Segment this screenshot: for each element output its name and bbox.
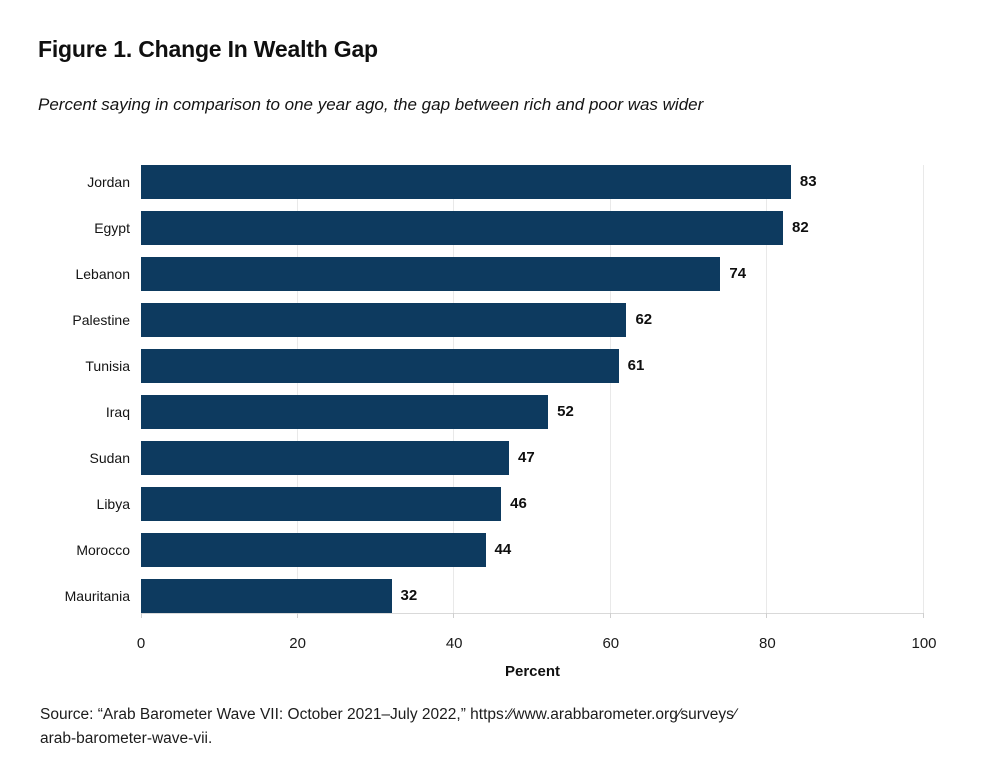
source-line-2: arab-barometer-wave-vii. [40,730,213,747]
bar-morocco [141,533,486,567]
bar-libya [141,487,502,521]
x-tick-mark-40 [453,613,455,618]
bar-egypt [141,211,784,245]
value-label-mauritania: 32 [400,587,418,604]
gridline-20 [296,165,298,613]
x-tick-mark-20 [296,613,298,618]
value-label-morocco: 44 [494,541,512,558]
source-note: Source: “Arab Barometer Wave VII: Octobe… [40,703,736,751]
x-tick-mark-60 [609,613,611,618]
category-label-morocco: Morocco [76,542,130,558]
bar-mauritania [141,579,392,613]
x-tick-label-60: 60 [602,635,620,652]
category-label-jordan: Jordan [87,174,130,190]
value-label-egypt: 82 [792,219,809,236]
category-label-tunisia: Tunisia [85,358,130,374]
bar-tunisia [141,349,619,383]
value-label-iraq: 52 [557,403,574,420]
value-label-sudan: 47 [518,449,535,466]
figure-title: Figure 1. Change In Wealth Gap [38,36,378,62]
category-label-egypt: Egypt [94,220,130,236]
x-tick-label-80: 80 [759,635,776,652]
x-tick-mark-80 [766,613,768,618]
x-tick-label-40: 40 [445,635,463,652]
x-tick-label-0: 0 [136,635,146,652]
x-axis-label: Percent [504,663,561,680]
category-label-libya: Libya [96,496,130,512]
category-label-palestine: Palestine [72,312,130,328]
x-tick-mark-100 [923,613,924,618]
category-label-iraq: Iraq [105,404,130,420]
gridline-60 [609,165,611,613]
value-label-libya: 46 [510,495,527,512]
x-tick-label-20: 20 [289,635,306,652]
figure-subtitle: Percent saying in comparison to one year… [38,95,704,114]
value-label-tunisia: 61 [627,357,645,374]
value-label-palestine: 62 [635,311,653,328]
category-label-mauritania: Mauritania [64,588,130,604]
bar-chart-plot-area: Percent 0 20 40 60 80 100 Jordan 83 Egypt 82 Leban… [65,165,937,680]
source-line-1: Source: “Arab Barometer Wave VII: Octobe… [40,706,737,723]
gridline-40 [453,165,455,613]
bar-iraq [141,395,549,429]
bar-sudan [141,441,509,475]
bar-lebanon [141,257,721,291]
category-label-lebanon: Lebanon [75,266,130,282]
gridline-80 [766,165,768,613]
value-label-jordan: 83 [799,173,817,190]
gridline-100 [923,165,924,613]
bar-palestine [141,303,627,337]
x-tick-label-100: 100 [911,635,937,652]
category-label-sudan: Sudan [89,450,130,466]
value-label-lebanon: 74 [729,265,747,282]
x-tick-mark-0 [141,613,142,618]
bar-jordan [141,165,791,199]
